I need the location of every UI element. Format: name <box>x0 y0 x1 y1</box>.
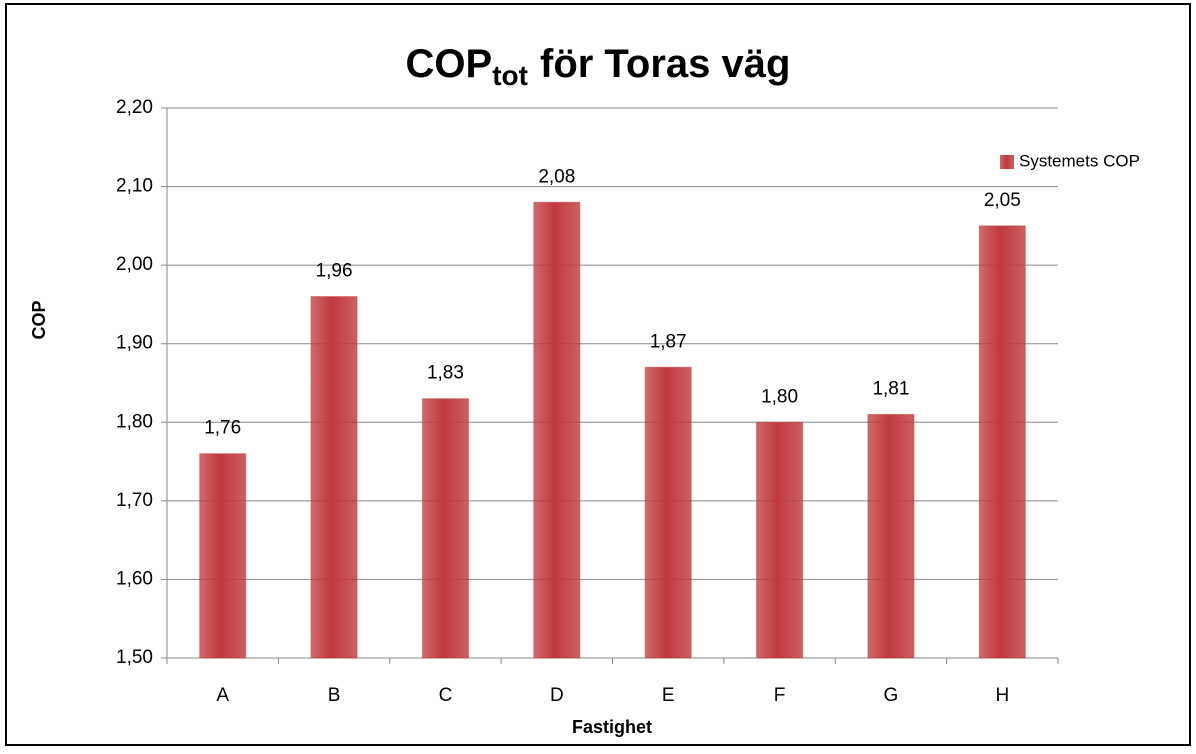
x-tick-label: E <box>662 685 675 706</box>
x-tick-label: G <box>884 685 899 706</box>
bar <box>533 201 581 659</box>
value-label: 1,83 <box>427 363 464 384</box>
title-main: COP <box>406 42 493 86</box>
x-tick-label: H <box>995 685 1009 706</box>
value-label: 1,96 <box>316 261 353 282</box>
y-tick-label: 1,60 <box>116 568 153 589</box>
y-tick-label: 1,70 <box>116 490 153 511</box>
title-subscript: tot <box>492 60 528 91</box>
x-tick-label: A <box>216 685 229 706</box>
legend-swatch <box>1000 155 1014 169</box>
value-label: 1,76 <box>204 418 241 439</box>
bar <box>644 366 692 659</box>
x-tick-label: D <box>550 685 564 706</box>
title-rest: för Toras väg <box>540 42 790 86</box>
chart-title: COPtot för Toras väg <box>406 42 791 92</box>
bar <box>199 453 247 659</box>
bar <box>978 225 1026 659</box>
bar <box>867 413 915 659</box>
y-tick-label: 2,10 <box>116 176 153 197</box>
value-label: 1,80 <box>761 386 798 407</box>
bar <box>756 421 804 659</box>
legend-label: Systemets COP <box>1019 151 1140 170</box>
y-tick-label: 1,90 <box>116 333 153 354</box>
x-tick-label: B <box>328 685 341 706</box>
bar <box>310 296 358 659</box>
x-tick-label: F <box>774 685 786 706</box>
bar <box>421 398 469 659</box>
x-axis-label: Fastighet <box>572 717 652 737</box>
y-tick-label: 1,80 <box>116 411 153 432</box>
y-tick-label: 2,00 <box>116 254 153 275</box>
y-tick-label: 2,20 <box>116 97 153 118</box>
x-tick-label: C <box>439 685 453 706</box>
value-label: 2,05 <box>984 190 1021 211</box>
value-label: 1,81 <box>872 378 909 399</box>
y-axis-label: COP <box>29 300 49 339</box>
y-tick-label: 1,50 <box>116 647 153 668</box>
value-label: 1,87 <box>650 331 687 352</box>
value-label: 2,08 <box>538 166 575 187</box>
